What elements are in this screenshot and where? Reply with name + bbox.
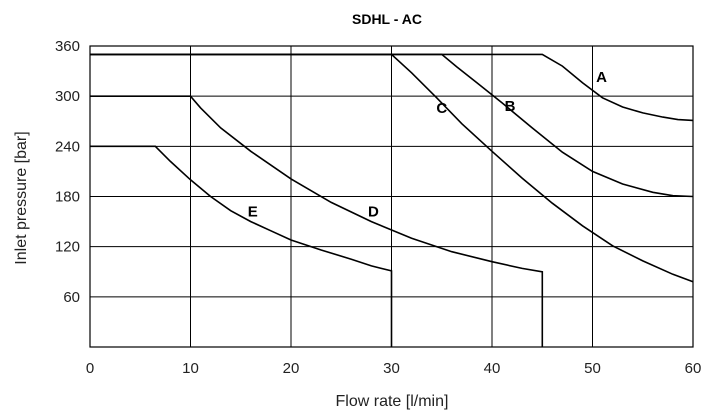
y-tick-labels: 60 120 180 240 300 360: [55, 38, 80, 306]
y-tick-label: 360: [55, 38, 80, 55]
chart-title: SDHL - AC: [352, 11, 422, 27]
y-tick-label: 60: [63, 289, 80, 306]
curve-labels: A B C D E: [248, 69, 607, 221]
x-tick-label: 0: [86, 360, 94, 377]
x-axis-title: Flow rate [l/min]: [336, 393, 449, 410]
curve-a: [90, 53, 694, 122]
y-tick-label: 120: [55, 239, 80, 256]
curve-c: [90, 53, 694, 283]
x-tick-label: 10: [182, 360, 199, 377]
curve-e: [90, 145, 393, 347]
curve-d: [90, 95, 544, 347]
y-tick-label: 180: [55, 189, 80, 206]
curve-label-a: A: [596, 69, 607, 86]
y-tick-label: 240: [55, 138, 80, 155]
curves: [90, 53, 694, 347]
y-axis-title: Inlet pressure [bar]: [13, 131, 30, 264]
curve-label-e: E: [248, 204, 258, 221]
x-tick-labels: 0 10 20 30 40 50 60: [86, 360, 702, 377]
x-tick-label: 30: [383, 360, 400, 377]
curve-label-b: B: [505, 98, 516, 115]
x-tick-label: 50: [584, 360, 601, 377]
curve-label-c: C: [436, 100, 447, 117]
x-tick-label: 60: [685, 360, 702, 377]
x-tick-label: 20: [283, 360, 300, 377]
curve-label-d: D: [368, 204, 379, 221]
x-tick-label: 40: [484, 360, 501, 377]
curve-b: [90, 53, 694, 198]
y-tick-label: 300: [55, 88, 80, 105]
